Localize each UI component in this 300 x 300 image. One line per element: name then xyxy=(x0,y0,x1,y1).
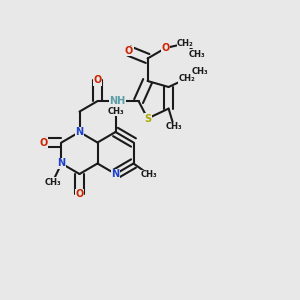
Text: CH₃: CH₃ xyxy=(192,67,209,76)
Text: N: N xyxy=(111,169,120,179)
Text: O: O xyxy=(93,75,102,85)
Text: O: O xyxy=(39,137,48,148)
Text: CH₂: CH₂ xyxy=(178,74,195,83)
Text: O: O xyxy=(161,43,170,53)
Text: N: N xyxy=(57,158,66,169)
Text: CH₃: CH₃ xyxy=(107,106,124,116)
Text: CH₂: CH₂ xyxy=(177,39,194,48)
Text: O: O xyxy=(125,46,133,56)
Text: S: S xyxy=(144,113,151,124)
Text: CH₃: CH₃ xyxy=(166,122,182,131)
Text: N: N xyxy=(75,127,84,137)
Text: O: O xyxy=(75,189,84,200)
Text: CH₃: CH₃ xyxy=(189,50,206,58)
Text: CH₃: CH₃ xyxy=(141,170,158,179)
Text: NH: NH xyxy=(110,96,126,106)
Text: CH₃: CH₃ xyxy=(44,178,61,187)
